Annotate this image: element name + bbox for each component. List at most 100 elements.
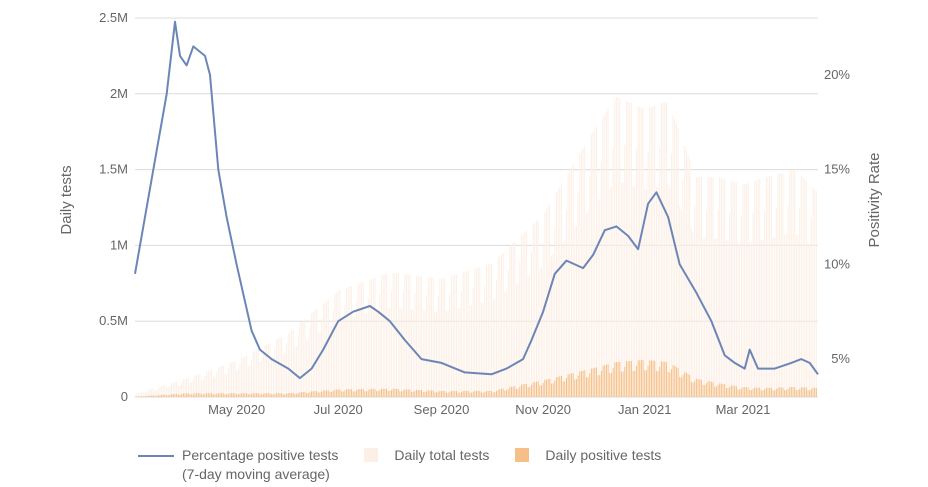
total-tests-bar xyxy=(485,265,487,397)
positive-tests-bar xyxy=(520,384,522,397)
total-tests-bar xyxy=(615,96,617,397)
total-tests-bar xyxy=(755,180,757,397)
total-tests-bar xyxy=(229,363,231,397)
legend-item-total[interactable]: Daily total tests xyxy=(364,446,489,465)
total-tests-bar xyxy=(770,175,772,397)
total-tests-bar xyxy=(257,349,259,397)
total-tests-bar xyxy=(382,275,384,397)
positive-tests-bar xyxy=(252,393,254,397)
total-tests-bar xyxy=(594,129,596,398)
total-tests-bar xyxy=(530,251,532,397)
total-tests-bar xyxy=(729,212,731,397)
total-tests-bar xyxy=(294,347,296,397)
total-tests-bar xyxy=(570,167,572,397)
positive-tests-bar xyxy=(689,374,691,397)
positive-tests-bar xyxy=(222,393,224,397)
positive-tests-bar xyxy=(764,389,766,397)
total-tests-bar xyxy=(336,292,338,397)
total-tests-bar xyxy=(655,186,657,397)
legend-item-positivity[interactable]: Percentage positive tests (7-day moving … xyxy=(138,446,338,484)
total-tests-bar xyxy=(759,179,761,397)
positive-tests-bar xyxy=(609,373,611,397)
positive-tests-bar xyxy=(241,393,243,397)
total-tests-bar xyxy=(139,392,141,397)
total-tests-bar xyxy=(469,305,471,397)
total-tests-bar xyxy=(194,375,196,397)
legend-label-positivity: Percentage positive tests (7-day moving … xyxy=(182,447,339,482)
legend-item-positive[interactable]: Daily positive tests xyxy=(515,446,661,465)
total-tests-bar xyxy=(592,131,594,397)
positive-tests-bar xyxy=(142,396,144,397)
total-tests-bar xyxy=(704,238,706,397)
total-tests-bar xyxy=(449,294,451,397)
total-tests-bar xyxy=(619,98,621,398)
positive-tests-bar xyxy=(737,389,739,397)
positive-tests-bar xyxy=(664,361,666,397)
total-tests-bar xyxy=(815,190,817,397)
total-tests-bar xyxy=(299,323,301,397)
total-tests-bar xyxy=(744,184,746,397)
positive-tests-bar xyxy=(202,394,204,397)
positive-tests-bar xyxy=(232,393,234,397)
positive-tests-bar xyxy=(344,390,346,397)
positive-tests-bar xyxy=(229,393,231,397)
positive-tests-bar xyxy=(707,381,709,397)
total-tests-bar xyxy=(357,283,359,397)
positive-tests-bar xyxy=(316,391,318,397)
total-tests-bar xyxy=(301,322,303,397)
positive-tests-bar xyxy=(589,373,591,397)
total-tests-bar xyxy=(780,173,782,397)
total-tests-bar xyxy=(397,273,399,397)
total-tests-bar xyxy=(197,374,199,397)
positive-tests-bar xyxy=(650,360,652,397)
total-tests-bar xyxy=(495,279,497,397)
total-tests-bar xyxy=(734,182,736,397)
total-tests-bar xyxy=(639,106,641,397)
positive-tests-bar xyxy=(307,393,309,397)
positive-tests-bar xyxy=(785,390,787,397)
positive-tests-bar xyxy=(635,365,637,397)
total-tests-bar xyxy=(414,293,416,397)
positive-tests-bar xyxy=(774,390,776,397)
total-tests-bar xyxy=(569,170,571,397)
positive-tests-bar xyxy=(334,389,336,397)
positive-tests-bar xyxy=(152,395,154,397)
total-tests-bar xyxy=(262,354,264,397)
positive-tests-bar xyxy=(662,361,664,397)
positive-tests-bar xyxy=(684,371,686,397)
total-tests-bar xyxy=(371,279,373,397)
total-tests-bar xyxy=(352,316,354,397)
total-tests-bar xyxy=(765,177,767,397)
total-tests-bar xyxy=(552,254,554,397)
total-tests-bar xyxy=(785,234,787,397)
total-tests-bar xyxy=(244,356,246,397)
positive-tests-bar xyxy=(431,390,433,397)
total-tests-bar xyxy=(456,274,458,397)
positive-tests-bar xyxy=(725,387,727,397)
total-tests-bar xyxy=(645,189,647,397)
positive-tests-bar xyxy=(247,394,249,397)
positive-tests-bar xyxy=(474,390,476,397)
positive-tests-bar xyxy=(382,388,384,397)
positive-tests-bar xyxy=(331,391,333,397)
positive-tests-bar xyxy=(269,393,271,397)
positive-tests-bar xyxy=(209,393,211,397)
positive-tests-bar xyxy=(652,360,654,397)
positive-tests-bar xyxy=(512,386,514,397)
total-tests-bar xyxy=(787,205,789,397)
positive-tests-bar xyxy=(529,386,531,397)
total-tests-bar xyxy=(224,373,226,397)
positive-tests-bar xyxy=(482,392,484,397)
positive-tests-bar xyxy=(494,392,496,397)
positive-tests-bar xyxy=(729,386,731,397)
positive-tests-bar xyxy=(259,394,261,397)
total-tests-bar xyxy=(514,241,516,397)
positive-tests-bar xyxy=(530,384,532,397)
total-tests-bar xyxy=(214,376,216,397)
positive-tests-bar xyxy=(539,385,541,397)
positive-tests-bar xyxy=(702,384,704,397)
positive-tests-bar xyxy=(349,389,351,397)
total-tests-bar xyxy=(407,274,409,397)
positive-tests-bar xyxy=(144,396,146,397)
total-tests-bar xyxy=(687,154,689,397)
